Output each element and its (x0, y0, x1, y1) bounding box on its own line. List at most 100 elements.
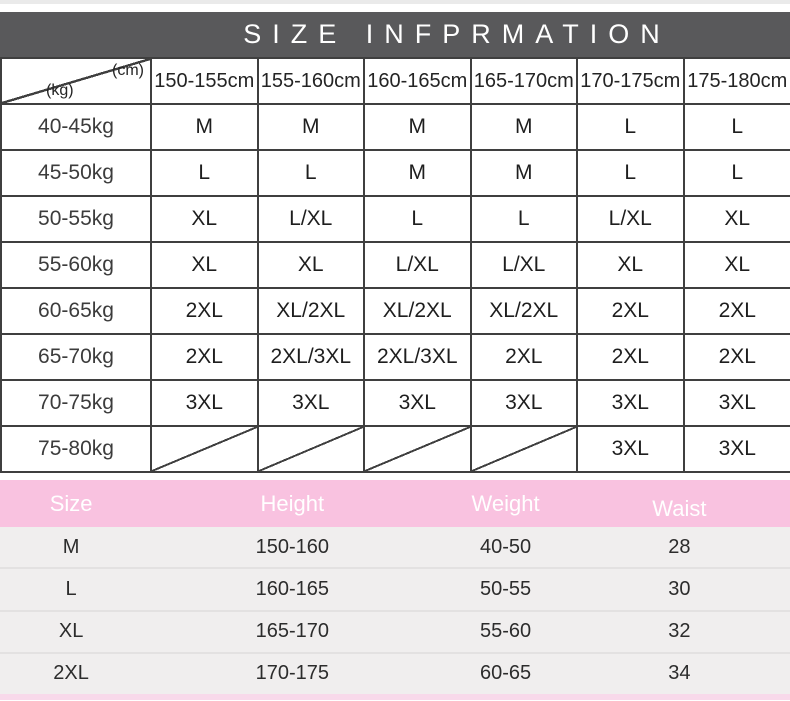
measure-row: XL 165-170 55-60 32 (0, 612, 790, 654)
size-cell: L/XL (363, 241, 472, 289)
top-strip (0, 0, 790, 12)
size-cell: 2XL (469, 333, 578, 381)
size-cell: L (682, 103, 790, 151)
size-table-row: 50-55kg XL L/XL L L L/XL XL (0, 195, 790, 243)
measure-cell: 40-50 (479, 535, 532, 558)
weight-row-label: 60-65kg (0, 287, 152, 335)
size-cell: XL (150, 195, 259, 243)
size-cell (469, 425, 578, 473)
size-cell: M (363, 103, 472, 151)
height-column-header: 175-180cm (682, 57, 790, 105)
size-cell: 2XL (682, 287, 790, 335)
measure-column-header: Size (49, 490, 93, 516)
size-table-row: 70-75kg 3XL 3XL 3XL 3XL 3XL 3XL (0, 379, 790, 427)
measure-cell: M (62, 535, 80, 558)
size-cell: M (150, 103, 259, 151)
size-table-row: 45-50kg L L M M L L (0, 149, 790, 197)
size-cell: L (469, 195, 578, 243)
measure-column-header: Weight (471, 490, 540, 516)
size-cell: 3XL (682, 425, 790, 473)
weight-row-label: 65-70kg (0, 333, 152, 381)
page-title: SIZE INFPRMATION (243, 19, 671, 49)
size-cell: 2XL/3XL (363, 333, 472, 381)
size-cell (256, 425, 365, 473)
size-cell: XL/2XL (256, 287, 365, 335)
size-cell: L (150, 149, 259, 197)
measure-cell: 32 (668, 620, 691, 643)
measure-cell: XL (58, 620, 84, 643)
measure-row: M 150-160 40-50 28 (0, 527, 790, 570)
size-cell: 2XL (576, 333, 685, 381)
weight-row-label: 75-80kg (0, 425, 152, 473)
size-cell: M (363, 149, 472, 197)
measure-table-header: Size Height Weight Waist (0, 480, 790, 527)
size-cell: 2XL (576, 287, 685, 335)
size-cell: L (576, 149, 685, 197)
size-cell: 2XL/3XL (256, 333, 365, 381)
measure-row: L 160-165 50-55 30 (0, 569, 790, 612)
cm-unit-label: (cm) (112, 62, 144, 79)
section-gap (0, 473, 790, 480)
weight-row-label: 45-50kg (0, 149, 152, 197)
size-cell: 3XL (150, 379, 259, 427)
size-cell: XL (256, 241, 365, 289)
size-table-row: 55-60kg XL XL L/XL L/XL XL XL (0, 241, 790, 289)
measure-cell: 34 (668, 662, 691, 685)
measure-cell: 50-55 (479, 577, 532, 600)
size-cell: L (682, 149, 790, 197)
measure-cell: L (65, 577, 77, 600)
kg-unit-label: (kg) (46, 82, 74, 99)
size-cell: L (256, 149, 365, 197)
corner-cell: (cm) (kg) (0, 57, 152, 105)
size-cell: M (256, 103, 365, 151)
size-cell: L (576, 103, 685, 151)
measure-cell: 170-175 (255, 662, 329, 685)
size-cell: M (469, 149, 578, 197)
measure-cell: 28 (668, 535, 691, 558)
measure-column-header: Waist (652, 495, 707, 521)
weight-row-label: 40-45kg (0, 103, 152, 151)
size-cell: L/XL (469, 241, 578, 289)
size-cell: 3XL (363, 379, 472, 427)
bottom-strip (0, 694, 790, 700)
size-cell: L (363, 195, 472, 243)
size-cell: 3XL (576, 425, 685, 473)
measure-cell: 150-160 (255, 535, 329, 558)
size-cell: XL (150, 241, 259, 289)
measure-row: 2XL 170-175 60-65 34 (0, 654, 790, 694)
size-cell: XL/2XL (469, 287, 578, 335)
measure-cell: 2XL (53, 662, 89, 685)
measure-cell: 165-170 (255, 620, 329, 643)
size-table-row: 40-45kg M M M M L L (0, 103, 790, 151)
size-cell: XL (682, 241, 790, 289)
size-cell: L/XL (576, 195, 685, 243)
weight-row-label: 50-55kg (0, 195, 152, 243)
size-table: (cm) (kg) 150-155cm 155-160cm 160-165cm 165-1… (0, 57, 790, 473)
size-cell: M (469, 103, 578, 151)
size-cell: 3XL (576, 379, 685, 427)
size-cell: XL/2XL (363, 287, 472, 335)
measure-cell: 160-165 (255, 577, 329, 600)
title-banner: SIZE INFPRMATION (0, 12, 790, 57)
weight-row-label: 70-75kg (0, 379, 152, 427)
measure-cell: 55-60 (479, 620, 532, 643)
height-column-header: 150-155cm (150, 57, 259, 105)
measure-cell: 60-65 (479, 662, 532, 685)
height-column-header: 160-165cm (363, 57, 472, 105)
height-column-header: 165-170cm (469, 57, 578, 105)
size-cell (150, 425, 259, 473)
weight-row-label: 55-60kg (0, 241, 152, 289)
height-column-header: 170-175cm (576, 57, 685, 105)
measure-column-header: Height (260, 490, 325, 516)
size-cell: XL (682, 195, 790, 243)
size-cell: 3XL (256, 379, 365, 427)
size-cell: 3XL (469, 379, 578, 427)
size-cell: L/XL (256, 195, 365, 243)
size-cell: 2XL (682, 333, 790, 381)
height-column-header: 155-160cm (256, 57, 365, 105)
size-cell: 2XL (150, 333, 259, 381)
size-cell: 2XL (150, 287, 259, 335)
size-cell: 3XL (682, 379, 790, 427)
size-table-row: 65-70kg 2XL 2XL/3XL 2XL/3XL 2XL 2XL 2XL (0, 333, 790, 381)
